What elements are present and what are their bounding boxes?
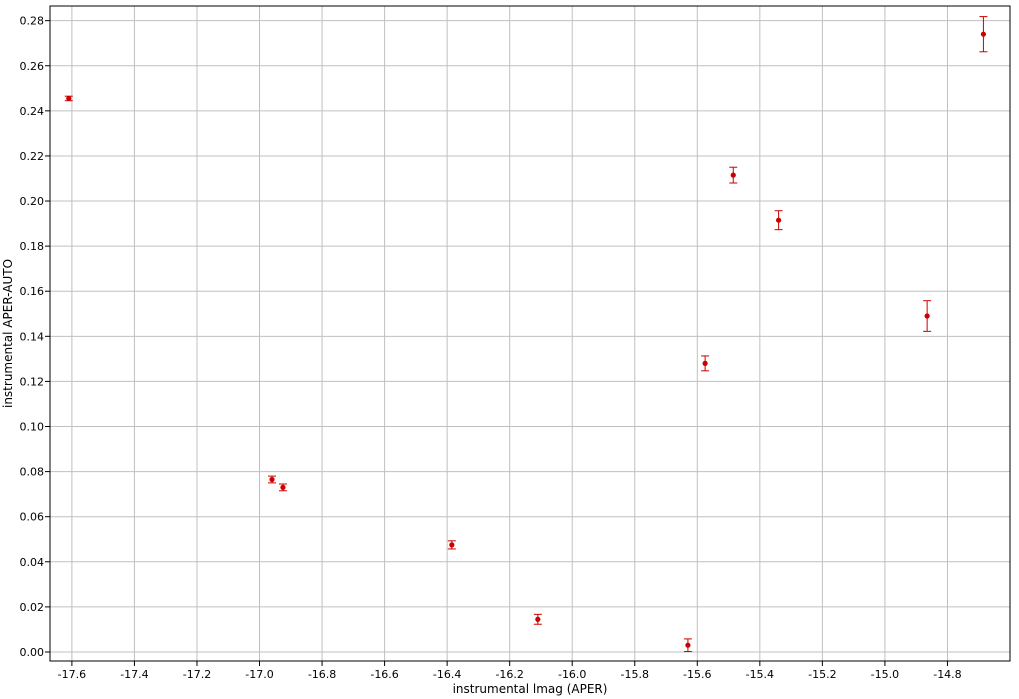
x-tick-label: -15.2 <box>808 668 836 681</box>
data-point <box>701 355 710 372</box>
x-tick-label: -17.4 <box>120 668 148 681</box>
x-tick-label: -15.4 <box>746 668 774 681</box>
y-axis-label: instrumental APER-AUTO <box>1 259 15 408</box>
data-point <box>683 638 692 653</box>
y-tick-label: 0.00 <box>20 646 45 659</box>
point-marker <box>280 484 286 490</box>
x-axis-label: instrumental lmag (APER) <box>453 682 608 696</box>
point-marker <box>730 172 736 178</box>
y-tick-label: 0.14 <box>20 330 45 343</box>
y-tick-label: 0.06 <box>20 511 45 524</box>
y-tick-label: 0.24 <box>20 105 45 118</box>
data-point <box>979 16 988 53</box>
point-marker <box>980 31 987 37</box>
data-point <box>774 210 783 231</box>
data-point <box>64 95 73 102</box>
point-marker <box>66 95 72 102</box>
point-marker <box>685 642 691 648</box>
point-marker <box>269 476 275 483</box>
x-tick-label: -16.0 <box>558 668 586 681</box>
point-marker <box>924 313 930 319</box>
y-tick-label: 0.20 <box>20 195 45 208</box>
y-tick-label: 0.10 <box>20 421 45 434</box>
x-tick-label: -14.8 <box>933 668 961 681</box>
y-tick-label: 0.16 <box>20 285 45 298</box>
x-axis: -17.6 -17.4 -17.2 -17.0 -16.8 -16.6 -16.4 -16.2… <box>58 661 962 681</box>
y-tick-label: 0.08 <box>20 466 45 479</box>
y-tick-label: 0.28 <box>20 15 45 28</box>
x-tick-label: -16.4 <box>433 668 461 681</box>
data-point <box>278 483 287 492</box>
y-tick-label: 0.22 <box>20 150 45 163</box>
x-tick-label: -15.8 <box>621 668 649 681</box>
grid <box>50 6 1010 661</box>
x-tick-label: -16.2 <box>495 668 523 681</box>
y-tick-label: 0.02 <box>20 601 45 614</box>
x-tick-label: -17.0 <box>245 668 273 681</box>
y-tick-label: 0.26 <box>20 60 45 73</box>
plot-frame <box>49 5 1011 662</box>
x-tick-label: -17.6 <box>58 668 86 681</box>
y-tick-label: 0.12 <box>20 375 45 388</box>
data-points <box>64 16 988 653</box>
data-point <box>268 475 277 484</box>
point-marker <box>775 217 782 223</box>
y-tick-label: 0.04 <box>20 556 45 569</box>
x-tick-label: -16.8 <box>308 668 336 681</box>
point-marker <box>449 542 455 548</box>
data-point <box>729 166 738 184</box>
y-axis: 0.00 0.02 0.04 0.06 0.08 0.10 0.12 0.14 0.16 0.18… <box>20 15 50 659</box>
data-point <box>923 300 932 332</box>
y-tick-label: 0.18 <box>20 240 45 253</box>
data-point <box>533 613 542 625</box>
x-tick-label: -16.6 <box>370 668 398 681</box>
point-marker <box>535 616 541 622</box>
data-point <box>447 540 456 550</box>
x-tick-label: -15.6 <box>683 668 711 681</box>
x-tick-label: -17.2 <box>183 668 211 681</box>
point-marker <box>702 360 708 366</box>
x-tick-label: -15.0 <box>871 668 899 681</box>
